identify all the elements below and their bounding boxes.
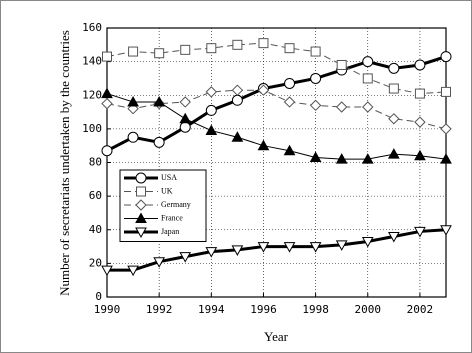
marker	[127, 265, 139, 277]
marker	[387, 148, 400, 159]
marker	[136, 186, 146, 197]
marker	[258, 38, 269, 49]
marker	[231, 131, 244, 142]
marker	[335, 101, 348, 113]
marker	[205, 86, 218, 98]
marker	[153, 257, 166, 268]
y-tick-label: 0	[95, 290, 102, 303]
x-tick-label: 2000	[355, 303, 382, 316]
marker	[310, 46, 321, 57]
marker	[101, 97, 113, 110]
marker	[205, 124, 218, 136]
marker	[362, 56, 374, 68]
x-tick-label: 1994	[198, 303, 225, 316]
marker	[388, 83, 399, 94]
marker	[232, 39, 243, 50]
x-tick-label: 2002	[407, 303, 434, 316]
marker	[414, 88, 425, 99]
marker	[127, 131, 139, 143]
legend-label: UK	[161, 186, 173, 195]
marker	[135, 212, 147, 223]
marker	[440, 153, 452, 164]
marker	[336, 59, 347, 70]
series-line	[107, 228, 447, 272]
legend: USA UK Germany France Japan	[119, 169, 207, 242]
marker	[283, 96, 296, 108]
legend-label: USA	[161, 173, 177, 182]
marker	[309, 242, 322, 253]
marker	[257, 84, 270, 96]
marker	[179, 96, 191, 108]
marker	[414, 149, 426, 161]
marker	[309, 151, 322, 162]
marker	[205, 247, 218, 258]
marker	[101, 87, 113, 99]
y-tick-label: 140	[82, 55, 102, 68]
marker	[335, 240, 348, 251]
legend-label: Japan	[161, 227, 179, 236]
marker	[101, 265, 113, 277]
marker	[440, 51, 452, 63]
marker	[179, 121, 191, 133]
marker	[231, 94, 243, 106]
marker	[387, 231, 400, 243]
marker	[135, 227, 147, 239]
marker	[440, 123, 452, 135]
marker	[102, 51, 112, 62]
marker	[206, 43, 217, 54]
y-tick-label: 100	[82, 122, 102, 135]
x-axis-label: Year	[264, 329, 289, 344]
y-tick-label: 120	[82, 88, 102, 101]
marker	[153, 95, 166, 107]
marker	[179, 112, 192, 124]
marker	[284, 77, 296, 89]
marker	[128, 46, 139, 57]
y-axis-label: Number of secretariats undertaken by the…	[57, 30, 72, 296]
marker	[153, 136, 165, 148]
legend-box	[119, 169, 207, 242]
marker	[257, 139, 270, 151]
marker	[388, 113, 400, 125]
legend-label: France	[161, 213, 183, 222]
marker	[180, 44, 191, 55]
marker	[135, 172, 147, 184]
marker	[362, 73, 373, 84]
marker	[309, 99, 322, 112]
x-tick-label: 1990	[94, 303, 121, 316]
marker	[205, 104, 217, 116]
marker	[414, 59, 426, 71]
y-tick-label: 40	[89, 223, 102, 236]
legend-label: Germany	[161, 200, 191, 209]
marker	[362, 101, 374, 113]
marker	[101, 145, 113, 157]
marker	[154, 48, 165, 59]
marker	[257, 242, 270, 253]
marker	[135, 199, 147, 211]
marker	[361, 237, 374, 248]
marker	[231, 245, 244, 256]
y-tick-label: 160	[82, 21, 102, 34]
y-tick-label: 20	[89, 256, 102, 269]
marker	[284, 43, 295, 54]
marker	[361, 153, 374, 164]
marker	[440, 225, 452, 236]
marker	[127, 95, 139, 107]
x-tick-label: 1996	[250, 303, 277, 316]
marker	[414, 116, 426, 128]
marker	[388, 62, 400, 74]
marker	[441, 86, 451, 97]
marker	[414, 226, 426, 238]
marker	[283, 242, 296, 253]
y-tick-label: 80	[89, 156, 102, 169]
x-tick-label: 1992	[146, 303, 173, 316]
marker	[283, 144, 296, 156]
x-tick-label: 1998	[302, 303, 329, 316]
marker	[179, 252, 192, 263]
marker	[335, 153, 348, 164]
marker	[310, 72, 322, 84]
marker	[231, 84, 244, 96]
y-tick-label: 60	[89, 189, 102, 202]
